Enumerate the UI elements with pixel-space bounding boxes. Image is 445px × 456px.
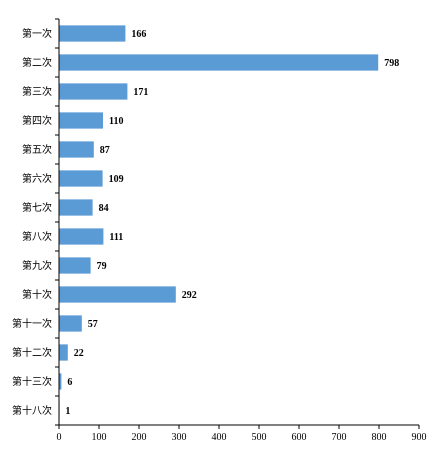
value-label-13: 6 <box>67 377 72 388</box>
category-label-1: 第一次 <box>22 27 52 40</box>
value-label-12: 22 <box>74 348 84 359</box>
value-label-2: 798 <box>384 58 399 69</box>
bars-group <box>59 25 379 419</box>
category-label-10: 第十次 <box>22 288 52 301</box>
x-tick-label-400: 400 <box>212 432 227 443</box>
value-label-3: 171 <box>133 87 148 98</box>
value-label-6: 109 <box>109 174 124 185</box>
bar-4 <box>59 112 103 129</box>
category-label-8: 第八次 <box>22 230 52 243</box>
category-labels-group: 第一次第二次第三次第四次第五次第六次第七次第八次第九次第十次第十一次第十二次第十… <box>12 27 52 417</box>
category-label-7: 第七次 <box>22 201 52 214</box>
category-label-11: 第十一次 <box>12 317 52 330</box>
x-tick-label-900: 900 <box>412 432 427 443</box>
category-label-6: 第六次 <box>22 172 52 185</box>
category-label-9: 第九次 <box>22 259 52 272</box>
x-axis-ticks-group: 0 100 200 300 400 500 600 700 800 900 <box>55 18 427 443</box>
value-label-4: 110 <box>109 116 123 127</box>
bar-10 <box>59 286 176 303</box>
x-tick-label-800: 800 <box>372 432 387 443</box>
bar-7 <box>59 199 93 216</box>
x-tick-label-500: 500 <box>252 432 267 443</box>
bar-8 <box>59 228 104 245</box>
category-label-12: 第十二次 <box>12 346 52 359</box>
category-label-3: 第三次 <box>22 85 52 98</box>
bar-12 <box>59 344 68 361</box>
category-label-5: 第五次 <box>22 143 52 156</box>
bar-1 <box>59 25 126 42</box>
value-labels-group: 166 798 171 110 87 109 84 111 79 292 57 22 6 1 <box>65 29 399 417</box>
value-label-7: 84 <box>99 203 109 214</box>
category-label-13: 第十三次 <box>12 375 52 388</box>
value-label-1: 166 <box>131 29 146 40</box>
x-tick-label-300: 300 <box>172 432 187 443</box>
x-tick-label-600: 600 <box>292 432 307 443</box>
bar-9 <box>59 257 91 274</box>
x-tick-label-100: 100 <box>92 432 107 443</box>
value-label-8: 111 <box>109 232 123 243</box>
bar-6 <box>59 170 103 187</box>
x-tick-label-200: 200 <box>132 432 147 443</box>
bar-11 <box>59 315 82 332</box>
bar-5 <box>59 141 94 158</box>
category-label-4: 第四次 <box>22 114 52 127</box>
category-label-14: 第十八次 <box>12 404 52 417</box>
bar-3 <box>59 83 128 100</box>
category-label-2: 第二次 <box>22 56 52 69</box>
value-label-14: 1 <box>65 406 70 417</box>
x-tick-label-700: 700 <box>332 432 347 443</box>
value-label-10: 292 <box>182 290 197 301</box>
bar-13 <box>59 373 62 390</box>
bar-2 <box>59 54 379 71</box>
value-label-11: 57 <box>88 319 98 330</box>
value-label-9: 79 <box>97 261 107 272</box>
x-tick-label-0: 0 <box>57 432 62 443</box>
value-label-5: 87 <box>100 145 110 156</box>
